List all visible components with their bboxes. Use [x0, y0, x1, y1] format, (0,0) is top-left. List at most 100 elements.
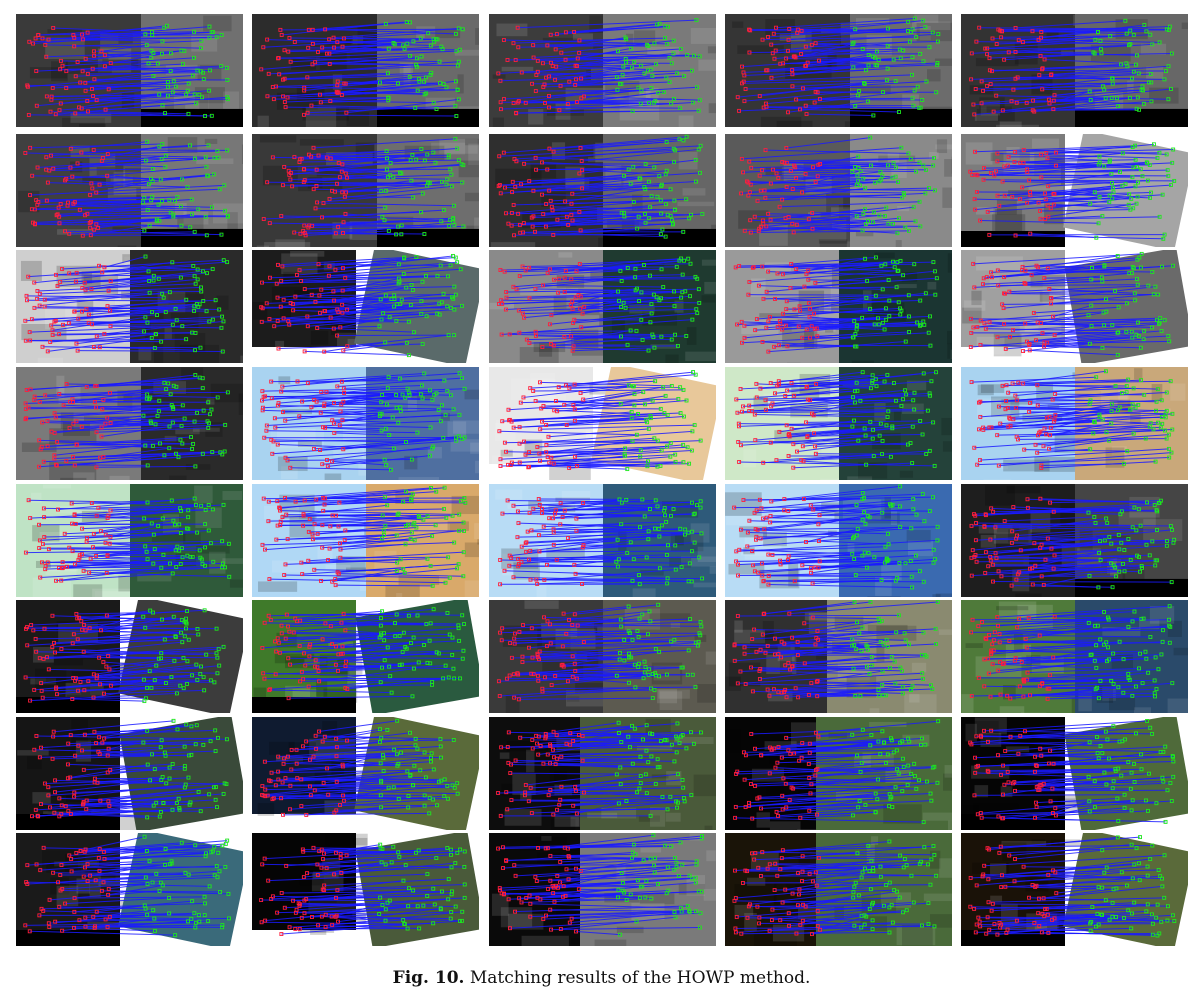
reference-image: [252, 250, 356, 347]
reference-keypoints: [968, 148, 1058, 238]
match-panel: [725, 250, 952, 363]
match-panel: [961, 833, 1188, 946]
sensed-keypoints: [1086, 498, 1177, 590]
match-panel: [961, 717, 1188, 830]
reference-keypoints: [23, 145, 110, 238]
match-lines: [970, 253, 1174, 356]
reference-keypoints: [969, 25, 1057, 117]
match-panel: [489, 484, 716, 597]
match-panel: [16, 717, 243, 830]
match-panel: [489, 250, 716, 363]
reference-keypoints: [260, 729, 349, 817]
match-panel: [252, 367, 479, 480]
panel-canvas: [725, 484, 952, 597]
match-panel: [725, 717, 952, 830]
match-panel: [961, 250, 1188, 363]
sensed-keypoints: [615, 833, 705, 937]
panel-canvas: [16, 134, 243, 247]
sensed-keypoints: [614, 720, 703, 818]
match-lines: [261, 21, 463, 117]
match-lines: [971, 20, 1172, 115]
sensed-keypoints: [1087, 18, 1174, 112]
panel-canvas: [725, 717, 952, 830]
reference-keypoints: [969, 380, 1058, 470]
sensed-keypoints: [1088, 835, 1177, 938]
panel-canvas: [252, 600, 479, 713]
sensed-keypoints: [850, 484, 940, 590]
sensed-keypoints: [614, 602, 704, 701]
reference-keypoints: [259, 27, 349, 117]
panel-canvas: [16, 717, 243, 830]
panel-canvas: [16, 600, 243, 713]
reference-keypoints: [496, 146, 585, 238]
sensed-keypoints: [1086, 251, 1176, 357]
sensed-keypoints: [377, 842, 467, 931]
sensed-keypoints: [1086, 719, 1176, 824]
reference-keypoints: [260, 611, 350, 701]
panel-canvas: [252, 833, 479, 946]
match-panel: [252, 14, 479, 127]
panel-canvas: [252, 717, 479, 830]
reference-keypoints: [30, 729, 113, 819]
panel-canvas: [489, 367, 716, 480]
reference-keypoints: [261, 145, 349, 238]
sensed-keypoints: [380, 485, 468, 588]
match-panel: [252, 134, 479, 247]
reference-keypoints: [968, 844, 1059, 937]
panel-canvas: [489, 14, 716, 127]
match-panel: [16, 484, 243, 597]
reference-keypoints: [259, 262, 350, 354]
match-lines: [261, 844, 465, 935]
sensed-keypoints: [850, 135, 937, 236]
sensed-keypoints: [616, 256, 702, 353]
panel-canvas: [252, 250, 479, 363]
reference-keypoints: [496, 611, 586, 702]
panel-canvas: [725, 367, 952, 480]
match-lines: [499, 371, 701, 470]
match-lines: [498, 19, 700, 114]
match-lines: [25, 374, 228, 468]
match-lines: [27, 25, 228, 117]
reference-keypoints: [260, 379, 347, 470]
reference-keypoints: [733, 262, 820, 354]
match-lines: [262, 487, 466, 587]
match-lines: [262, 608, 465, 699]
reference-keypoints: [23, 498, 113, 583]
sensed-keypoints: [377, 607, 466, 699]
panel-canvas: [252, 14, 479, 127]
sensed-keypoints: [377, 253, 464, 358]
panel-canvas: [489, 134, 716, 247]
reference-keypoints: [968, 261, 1057, 354]
sensed-keypoints: [850, 255, 939, 349]
reference-keypoints: [23, 611, 113, 703]
match-lines: [500, 498, 703, 585]
reference-keypoints: [739, 146, 823, 235]
panel-canvas: [961, 14, 1188, 127]
match-panel: [725, 367, 952, 480]
reference-keypoints: [260, 495, 348, 588]
match-panel: [961, 134, 1188, 247]
reference-keypoints: [497, 380, 586, 470]
panel-canvas: [961, 833, 1188, 946]
match-lines: [262, 720, 458, 816]
match-panel: [16, 134, 243, 247]
match-panel: [489, 134, 716, 247]
match-panel: [961, 484, 1188, 597]
sensed-keypoints: [141, 373, 230, 469]
match-lines: [971, 498, 1175, 588]
sensed-keypoints: [614, 18, 702, 114]
match-panel: [725, 14, 952, 127]
panel-canvas: [961, 484, 1188, 597]
panel-canvas: [252, 134, 479, 247]
reference-keypoints: [25, 25, 113, 117]
panel-canvas: [489, 717, 716, 830]
sensed-keypoints: [142, 496, 232, 579]
match-panel: [725, 484, 952, 597]
panel-canvas: [489, 250, 716, 363]
match-lines: [261, 372, 465, 471]
panel-canvas: [252, 367, 479, 480]
match-lines: [971, 370, 1173, 469]
match-lines: [25, 836, 230, 936]
match-panel: [489, 717, 716, 830]
